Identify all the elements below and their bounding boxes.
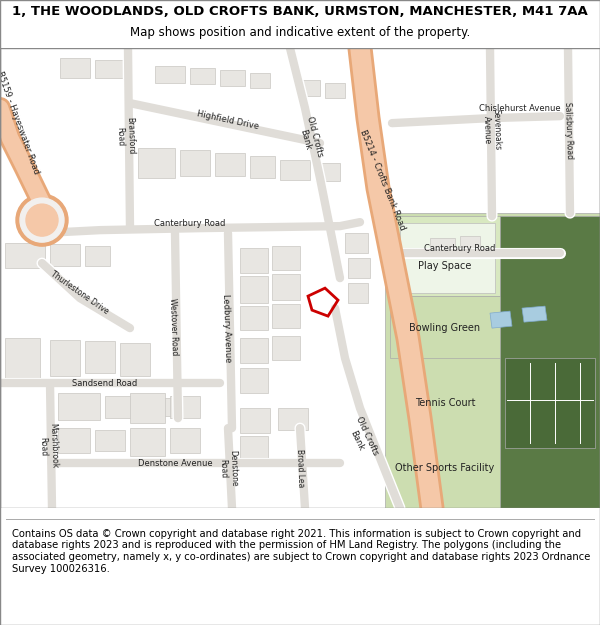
Polygon shape [240,306,268,330]
Circle shape [26,204,58,236]
Polygon shape [58,428,90,453]
Polygon shape [58,393,100,420]
Polygon shape [215,153,245,176]
Polygon shape [220,70,245,86]
Polygon shape [130,393,165,423]
Text: Canterbury Road: Canterbury Road [424,244,496,252]
Text: Chislehurst Avenue: Chislehurst Avenue [479,104,561,112]
Text: Old Crofts
Bank: Old Crofts Bank [295,116,325,161]
Polygon shape [345,233,368,253]
Text: Denstone Avenue: Denstone Avenue [137,459,212,468]
Polygon shape [170,396,200,418]
Text: Sandsend Road: Sandsend Road [73,379,137,388]
Text: Marshbrook
Road: Marshbrook Road [38,423,58,469]
Polygon shape [95,60,125,78]
Text: Play Space: Play Space [418,261,472,271]
Polygon shape [522,306,547,322]
Polygon shape [180,150,210,176]
Polygon shape [272,274,300,300]
Polygon shape [50,340,80,376]
Text: Old Crofts
Bank: Old Crofts Bank [344,415,380,461]
Polygon shape [272,246,300,270]
Polygon shape [250,73,270,88]
Text: Westover Road: Westover Road [167,298,178,355]
Polygon shape [85,341,115,373]
Polygon shape [490,311,512,328]
Polygon shape [240,248,268,273]
Polygon shape [272,304,300,328]
Polygon shape [300,80,320,96]
Polygon shape [348,258,370,278]
Polygon shape [50,244,80,266]
Text: Bowling Green: Bowling Green [409,323,481,333]
Polygon shape [250,156,275,178]
Text: B5214 - Crofts Bank Road: B5214 - Crofts Bank Road [358,129,406,232]
Polygon shape [130,428,165,456]
Polygon shape [430,238,455,256]
Polygon shape [145,398,175,416]
Polygon shape [325,83,345,98]
Polygon shape [190,68,215,84]
Polygon shape [120,343,150,376]
Polygon shape [280,160,310,180]
Text: Canterbury Road: Canterbury Road [154,219,226,228]
Polygon shape [155,66,185,83]
Text: Highfield Drive: Highfield Drive [196,109,260,131]
Polygon shape [240,368,268,393]
Polygon shape [400,223,495,293]
Text: Bransford
Road: Bransford Road [115,117,136,155]
Polygon shape [240,276,268,303]
Polygon shape [60,58,90,78]
Polygon shape [240,408,270,433]
Polygon shape [272,336,300,360]
Text: Broad Lea: Broad Lea [295,449,305,488]
Polygon shape [500,216,600,508]
Text: Other Sports Facility: Other Sports Facility [395,463,494,473]
Polygon shape [390,296,600,358]
Text: Ledbury Avenue: Ledbury Avenue [221,294,233,362]
Polygon shape [385,213,600,508]
Text: 1, THE WOODLANDS, OLD CROFTS BANK, URMSTON, MANCHESTER, M41 7AA: 1, THE WOODLANDS, OLD CROFTS BANK, URMST… [12,5,588,18]
Text: Sevenoaks
Avenue: Sevenoaks Avenue [482,109,502,151]
Text: B5159 - Hayeswater Road: B5159 - Hayeswater Road [0,71,41,176]
Text: Map shows position and indicative extent of the property.: Map shows position and indicative extent… [130,26,470,39]
Text: Thurlestone Drive: Thurlestone Drive [49,270,110,316]
Polygon shape [348,283,368,303]
Polygon shape [315,163,340,181]
Text: Tennis Court: Tennis Court [415,398,475,408]
Polygon shape [240,338,268,363]
Text: Denstone
Road: Denstone Road [218,449,238,487]
Polygon shape [278,408,308,430]
Polygon shape [5,338,40,378]
Polygon shape [170,428,200,453]
Text: Contains OS data © Crown copyright and database right 2021. This information is : Contains OS data © Crown copyright and d… [12,529,590,574]
Polygon shape [240,436,268,458]
Polygon shape [95,430,125,451]
Polygon shape [85,246,110,266]
Text: Salisbury Road: Salisbury Road [563,101,574,159]
Polygon shape [5,243,45,268]
Polygon shape [390,216,500,296]
Polygon shape [460,236,480,254]
Polygon shape [138,148,175,178]
Polygon shape [505,358,595,448]
Circle shape [16,194,68,246]
Polygon shape [105,396,140,418]
Circle shape [20,198,64,242]
